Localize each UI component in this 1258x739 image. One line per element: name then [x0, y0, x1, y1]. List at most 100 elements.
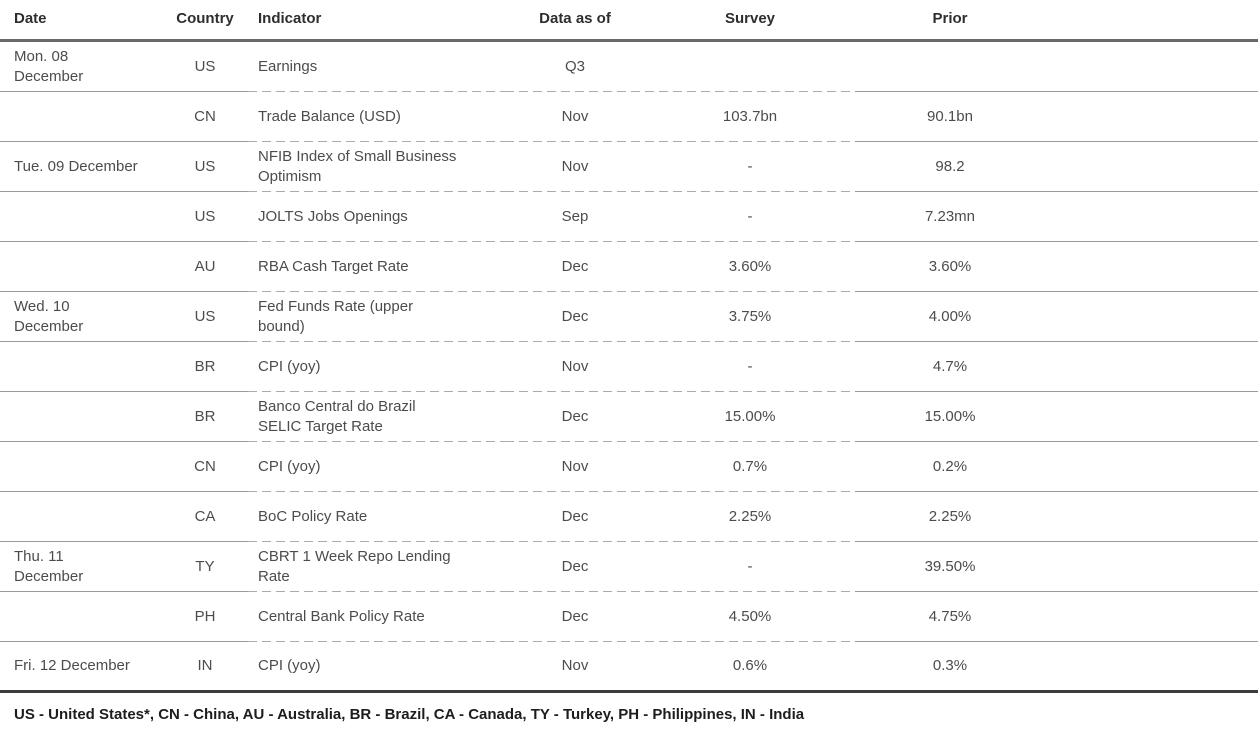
- table-row: Tue. 09 December US NFIB Index of Small Bu…: [0, 141, 1258, 192]
- cell-data-as-of: Dec: [505, 291, 645, 342]
- cell-filler: [1045, 241, 1258, 292]
- cell-country: BR: [162, 391, 248, 442]
- column-header-data-as-of: Data as of: [505, 0, 645, 42]
- cell-date: Wed. 10 December: [0, 291, 162, 342]
- cell-indicator: CPI (yoy): [248, 441, 505, 492]
- cell-indicator: Banco Central do Brazil SELIC Target Rat…: [248, 391, 505, 442]
- table-row: CN CPI (yoy) Nov 0.7% 0.2%: [0, 441, 1258, 492]
- indicator-text: NFIB Index of Small Business Optimism: [258, 147, 457, 185]
- cell-date: [0, 241, 162, 292]
- cell-data-as-of: Dec: [505, 241, 645, 292]
- table-row: Mon. 08 December US Earnings Q3: [0, 40, 1258, 92]
- cell-data-as-of: Nov: [505, 441, 645, 492]
- indicator-text: CPI (yoy): [258, 457, 321, 475]
- table-body: Mon. 08 December US Earnings Q3 CN Trade Bala…: [0, 40, 1258, 692]
- cell-survey: -: [645, 191, 855, 242]
- cell-filler: [1045, 642, 1258, 692]
- cell-filler: [1045, 91, 1258, 142]
- cell-date: Fri. 12 December: [14, 656, 130, 674]
- cell-date: Mon. 08 December: [0, 40, 162, 92]
- cell-survey: 2.25%: [645, 491, 855, 542]
- cell-data-as-of: Nov: [561, 656, 589, 674]
- column-header-date: Date: [0, 0, 162, 42]
- indicator-text: CPI (yoy): [258, 656, 321, 674]
- indicator-text: BoC Policy Rate: [258, 507, 368, 525]
- cell-date: Tue. 09 December: [0, 141, 162, 192]
- cell-prior: 4.00%: [855, 291, 1045, 342]
- cell-data-as-of: Dec: [505, 491, 645, 542]
- cell-date: [0, 191, 162, 242]
- cell-prior: 2.25%: [855, 491, 1045, 542]
- cell-country: PH: [162, 591, 248, 642]
- cell-prior: [855, 40, 1045, 92]
- table-row: CA BoC Policy Rate Dec 2.25% 2.25%: [0, 491, 1258, 542]
- cell-date: Thu. 11 December: [0, 541, 162, 592]
- cell-prior: 15.00%: [855, 391, 1045, 442]
- table-row: PH Central Bank Policy Rate Dec 4.50% 4.75%: [0, 591, 1258, 642]
- cell-data-as-of: Sep: [505, 191, 645, 242]
- cell-country: AU: [162, 241, 248, 292]
- cell-indicator: NFIB Index of Small Business Optimism: [248, 141, 505, 192]
- cell-country: BR: [162, 341, 248, 392]
- cell-filler: [1045, 391, 1258, 442]
- cell-prior: 98.2: [855, 141, 1045, 192]
- cell-indicator: JOLTS Jobs Openings: [248, 191, 505, 242]
- table-row: CN Trade Balance (USD) Nov 103.7bn 90.1bn: [0, 91, 1258, 142]
- cell-date: [0, 91, 162, 142]
- cell-country: CN: [162, 441, 248, 492]
- cell-country: US: [162, 191, 248, 242]
- cell-filler: [1045, 191, 1258, 242]
- cell-survey: [645, 40, 855, 92]
- table-row: Thu. 11 December TY CBRT 1 Week Repo Lendi…: [0, 541, 1258, 592]
- indicator-text: RBA Cash Target Rate: [258, 257, 409, 275]
- cell-data-as-of: Dec: [505, 391, 645, 442]
- country-legend: US - United States*, CN - China, AU - Au…: [14, 706, 805, 723]
- economic-calendar-table: Date Country Indicator Data as of Survey…: [0, 0, 1258, 693]
- cell-filler: [1045, 341, 1258, 392]
- indicator-text: CBRT 1 Week Repo Lending Rate: [258, 547, 451, 585]
- table-row: BR CPI (yoy) Nov -4.7%: [0, 341, 1258, 392]
- cell-country: US: [162, 40, 248, 92]
- indicator-text: Banco Central do Brazil SELIC Target Rat…: [258, 397, 416, 435]
- cell-data-as-of: Q3: [505, 40, 645, 92]
- table-row: BR Banco Central do Brazil SELIC Target R…: [0, 391, 1258, 442]
- cell-country: TY: [162, 541, 248, 592]
- cell-survey: 4.50%: [645, 591, 855, 642]
- indicator-text: Central Bank Policy Rate: [258, 607, 425, 625]
- column-header-survey: Survey: [645, 0, 855, 42]
- cell-prior: 90.1bn: [855, 91, 1045, 142]
- cell-indicator: BoC Policy Rate: [248, 491, 505, 542]
- cell-indicator: Central Bank Policy Rate: [248, 591, 505, 642]
- cell-filler: [1045, 40, 1258, 92]
- column-header-country: Country: [162, 0, 248, 42]
- cell-survey: 3.75%: [645, 291, 855, 342]
- cell-date: [0, 441, 162, 492]
- cell-survey: 15.00%: [645, 391, 855, 442]
- cell-survey: -: [645, 541, 855, 592]
- cell-prior: 4.7%: [855, 341, 1045, 392]
- indicator-text: Trade Balance (USD): [258, 107, 401, 125]
- cell-country: IN: [197, 656, 213, 674]
- column-header-prior: Prior: [855, 0, 1045, 42]
- table-row: Fri. 12 December IN CPI (yoy) Nov 0.6% 0.3%: [0, 642, 1258, 692]
- cell-survey: 0.7%: [645, 441, 855, 492]
- cell-indicator: Trade Balance (USD): [248, 91, 505, 142]
- cell-data-as-of: Nov: [505, 91, 645, 142]
- cell-indicator: CPI (yoy): [248, 642, 505, 692]
- cell-data-as-of: Nov: [505, 141, 645, 192]
- cell-indicator: CPI (yoy): [248, 341, 505, 392]
- cell-filler: [1045, 591, 1258, 642]
- cell-prior: 7.23mn: [855, 191, 1045, 242]
- cell-date: [0, 491, 162, 542]
- table-row: US JOLTS Jobs Openings Sep -7.23mn: [0, 191, 1258, 242]
- cell-filler: [1045, 541, 1258, 592]
- cell-indicator: Earnings: [248, 40, 505, 92]
- cell-country: US: [162, 141, 248, 192]
- cell-data-as-of: Nov: [505, 341, 645, 392]
- cell-country: CA: [162, 491, 248, 542]
- indicator-text: Fed Funds Rate (upper bound): [258, 297, 414, 335]
- cell-survey: -: [645, 141, 855, 192]
- cell-filler: [1045, 441, 1258, 492]
- indicator-text: Earnings: [258, 57, 318, 75]
- cell-survey: 0.6%: [732, 656, 768, 674]
